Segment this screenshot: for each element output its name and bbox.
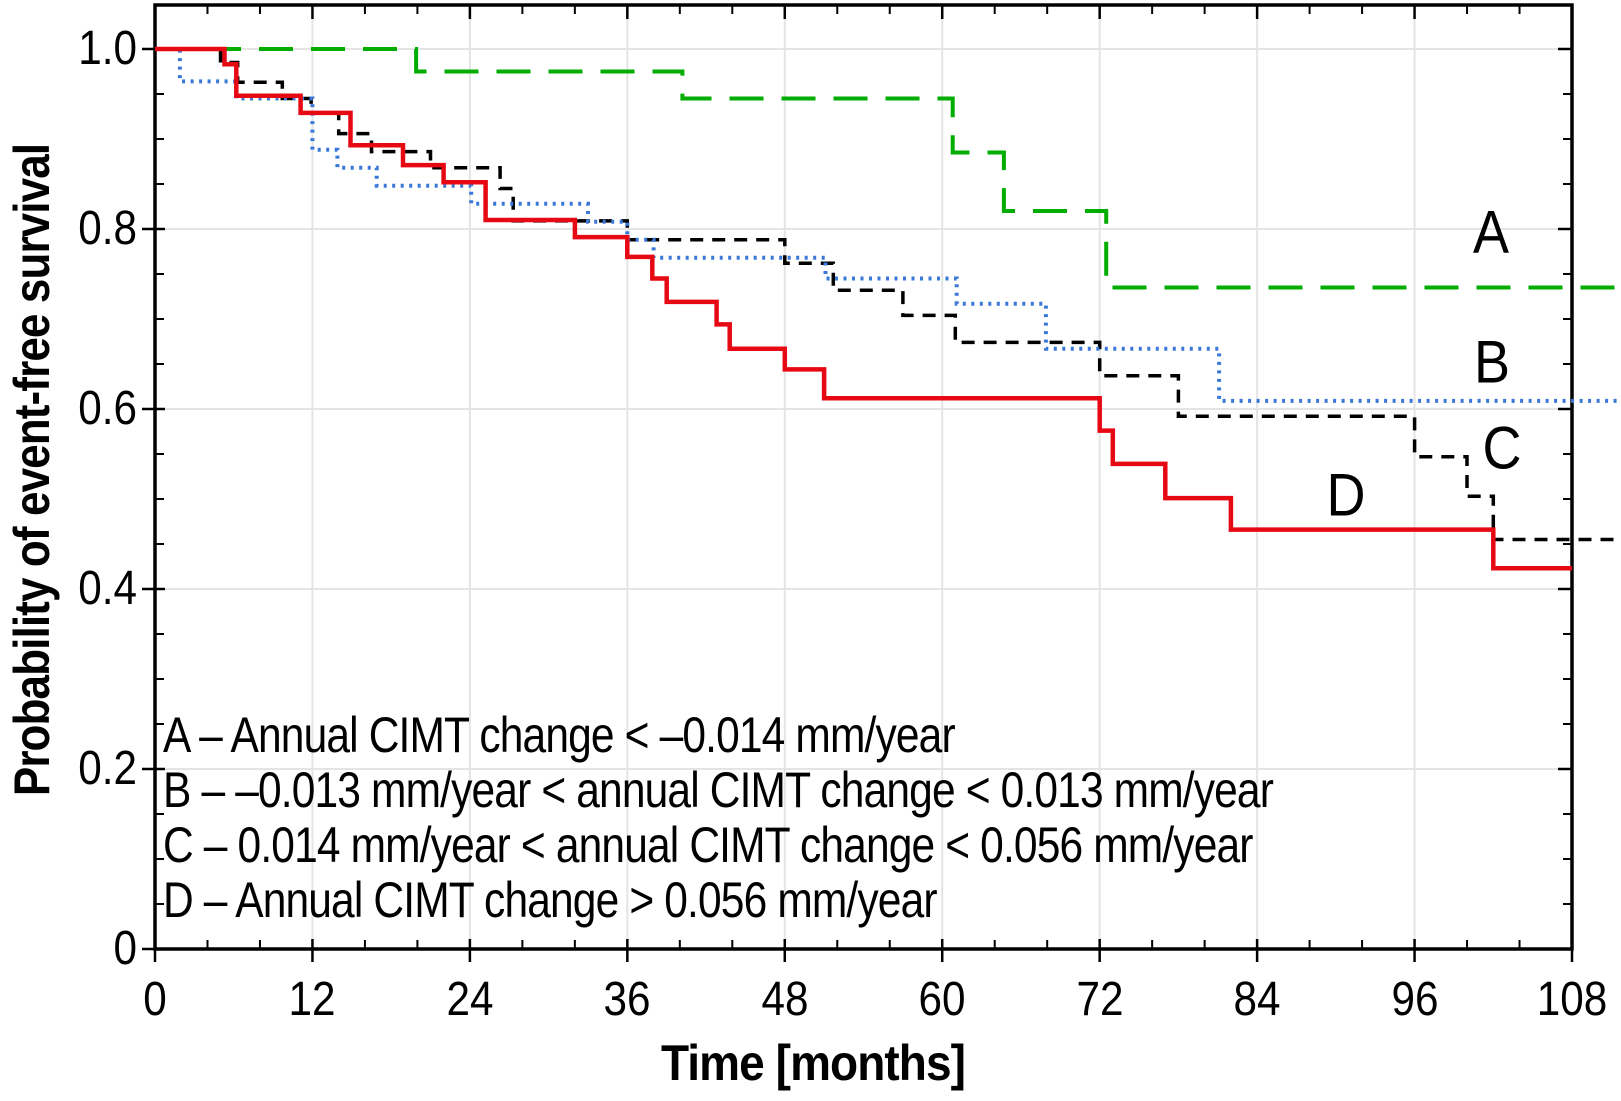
y-tick-label: 1.0 (78, 22, 137, 75)
y-tick-label: 0.4 (78, 562, 137, 615)
series-D-line (155, 46, 1572, 571)
y-tick-label: 0.2 (78, 742, 137, 795)
series-A-line (155, 47, 1621, 290)
curve-label-d: D (1326, 461, 1366, 529)
series-C-line (155, 47, 1621, 542)
y-tick-label: 0 (113, 922, 137, 975)
curve-label-b: B (1473, 328, 1510, 396)
x-tick-label: 36 (603, 973, 651, 1026)
x-axis-title: Time [months] (660, 1034, 966, 1092)
x-tick-label: 48 (761, 973, 809, 1026)
x-tick-label: 84 (1233, 973, 1281, 1026)
y-tick-label: 0.8 (78, 202, 137, 255)
legend-line-d: D – Annual CIMT change > 0.056 mm/year (163, 872, 938, 928)
legend-line-b: B – –0.013 mm/year < annual CIMT change … (163, 762, 1274, 818)
x-tick-label: 108 (1536, 973, 1608, 1026)
curve-label-a: A (1472, 198, 1509, 266)
x-tick-label: 96 (1391, 973, 1439, 1026)
legend-line-a: A – Annual CIMT change < –0.014 mm/year (163, 707, 956, 763)
y-tick-label: 0.6 (78, 382, 137, 435)
x-axis-title-text: Time [months] (660, 1035, 966, 1091)
x-tick-label: 12 (288, 973, 336, 1026)
curve-label-c: C (1482, 414, 1522, 482)
x-tick-label: 60 (918, 973, 966, 1026)
x-tick-label: 24 (446, 973, 494, 1026)
plot-frame (153, 3, 1574, 951)
legend-line-c: C – 0.014 mm/year < annual CIMT change <… (163, 817, 1253, 873)
series-B-line (155, 47, 1621, 403)
x-tick-label: 72 (1076, 973, 1124, 1026)
x-tick-label: 0 (143, 973, 167, 1026)
